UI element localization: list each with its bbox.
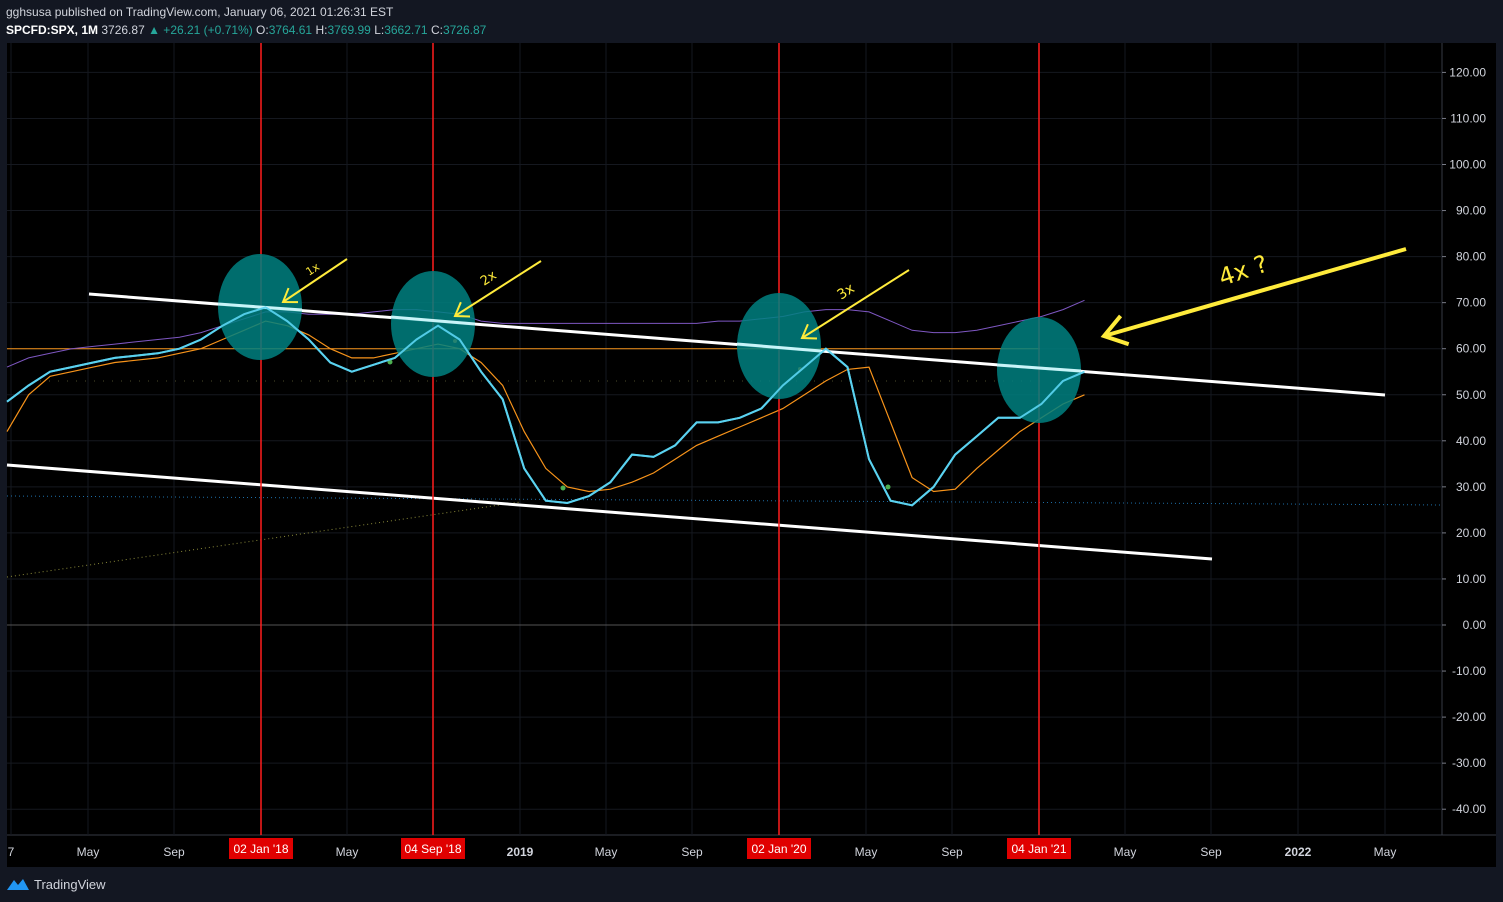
x-tick-label: May (1114, 845, 1137, 859)
y-tick-label: 110.00 (1450, 111, 1486, 125)
tradingview-brand[interactable]: TradingView (6, 874, 106, 894)
y-tick-label: 90.00 (1456, 204, 1486, 218)
price-axis (1442, 43, 1496, 835)
low-label: L: (374, 23, 385, 37)
date-marker-badge (747, 838, 811, 859)
low-marker (885, 484, 891, 490)
publish-info: gghsusa published on TradingView.com, Ja… (6, 5, 394, 19)
x-tick-label: Sep (163, 845, 185, 859)
y-tick-label: 120.00 (1449, 65, 1486, 79)
x-tick-label: May (1374, 845, 1397, 859)
low-value: 3662.71 (384, 23, 428, 37)
high-label: H: (315, 23, 328, 37)
y-tick-label: 60.00 (1456, 342, 1486, 356)
annotation-arrow (1100, 247, 1407, 347)
rising-dotted-line (6, 501, 521, 578)
annotation-label: 3x (834, 281, 857, 304)
x-tick-label: Sep (941, 845, 963, 859)
x-tick-label: 2022 (1285, 845, 1312, 859)
oscillator-line-overlay (6, 306, 1085, 507)
symbol-legend: SPCFD:SPX, 1M 3726.87 ▲ +26.21 (+0.71%) … (6, 23, 486, 37)
y-tick-label: 30.00 (1456, 480, 1486, 494)
y-tick-label: 0.00 (1463, 618, 1487, 632)
last-price: 3726.87 (101, 23, 145, 37)
x-tick-label: May (595, 845, 618, 859)
arrow-head (800, 323, 818, 340)
arrow-head (281, 287, 299, 304)
x-tick-label: May (336, 845, 359, 859)
trendline-highlight (996, 363, 1082, 373)
open-value: 3764.61 (268, 23, 313, 37)
y-tick-label: 70.00 (1456, 296, 1486, 310)
close-label: C: (430, 23, 443, 37)
y-tick-label: 50.00 (1456, 388, 1486, 402)
annotation-label: 2x (478, 268, 500, 289)
close-value: 3726.87 (442, 23, 487, 37)
arrow-shaft (454, 260, 542, 317)
y-tick-label: -40.00 (1452, 802, 1486, 816)
date-marker-badge (1007, 838, 1071, 859)
highlight-ellipse (997, 317, 1081, 423)
x-tick-label: 7 (8, 845, 15, 859)
y-tick-label: -20.00 (1452, 710, 1486, 724)
date-marker-label: 04 Jan '21 (1011, 842, 1066, 856)
y-tick-label: 80.00 (1456, 250, 1486, 264)
date-marker-badge (401, 838, 465, 859)
x-tick-label: May (855, 845, 878, 859)
arrow-head (1100, 314, 1130, 347)
trendline-highlight (217, 302, 303, 312)
arrow-shaft (1103, 247, 1407, 338)
x-tick-label: May (77, 845, 100, 859)
y-tick-label: 20.00 (1456, 526, 1486, 540)
y-tick-label: -10.00 (1452, 664, 1486, 678)
arrow-shaft (801, 269, 910, 339)
signal-line (6, 320, 1085, 493)
annotation-arrow (281, 258, 348, 304)
low-marker (560, 485, 566, 491)
y-tick-label: 10.00 (1456, 572, 1486, 586)
upper-band-line (6, 299, 1085, 368)
date-marker-label: 04 Sep '18 (404, 842, 461, 856)
brand-label: TradingView (34, 876, 106, 892)
high-value: 3769.99 (327, 23, 371, 37)
y-tick-label: -30.00 (1452, 756, 1486, 770)
annotation-arrow (453, 260, 542, 318)
date-marker-badge (229, 838, 293, 859)
arrow-head (453, 301, 471, 318)
open-label: O: (256, 23, 269, 37)
date-marker-label: 02 Jan '20 (751, 842, 806, 856)
trendline-highlight (736, 342, 822, 353)
x-tick-label: Sep (1200, 845, 1222, 859)
y-tick-label: 100.00 (1449, 158, 1486, 172)
symbol-label[interactable]: SPCFD:SPX, 1M (6, 23, 99, 37)
plot-area (7, 43, 1442, 835)
x-tick-label: Sep (681, 845, 703, 859)
lower-trendline (6, 463, 1213, 561)
tradingview-logo-icon (7, 879, 29, 890)
trendline-highlight (390, 315, 476, 326)
arrow-shaft (282, 258, 348, 303)
x-tick-label: 2019 (507, 845, 534, 859)
annotation-arrow (800, 269, 910, 340)
price-change: ▲ +26.21 (+0.71%) (148, 23, 253, 37)
annotation-label: 1x (304, 260, 323, 279)
y-tick-label: 40.00 (1456, 434, 1486, 448)
highlight-ellipse (391, 271, 475, 377)
date-marker-label: 02 Jan '18 (233, 842, 288, 856)
